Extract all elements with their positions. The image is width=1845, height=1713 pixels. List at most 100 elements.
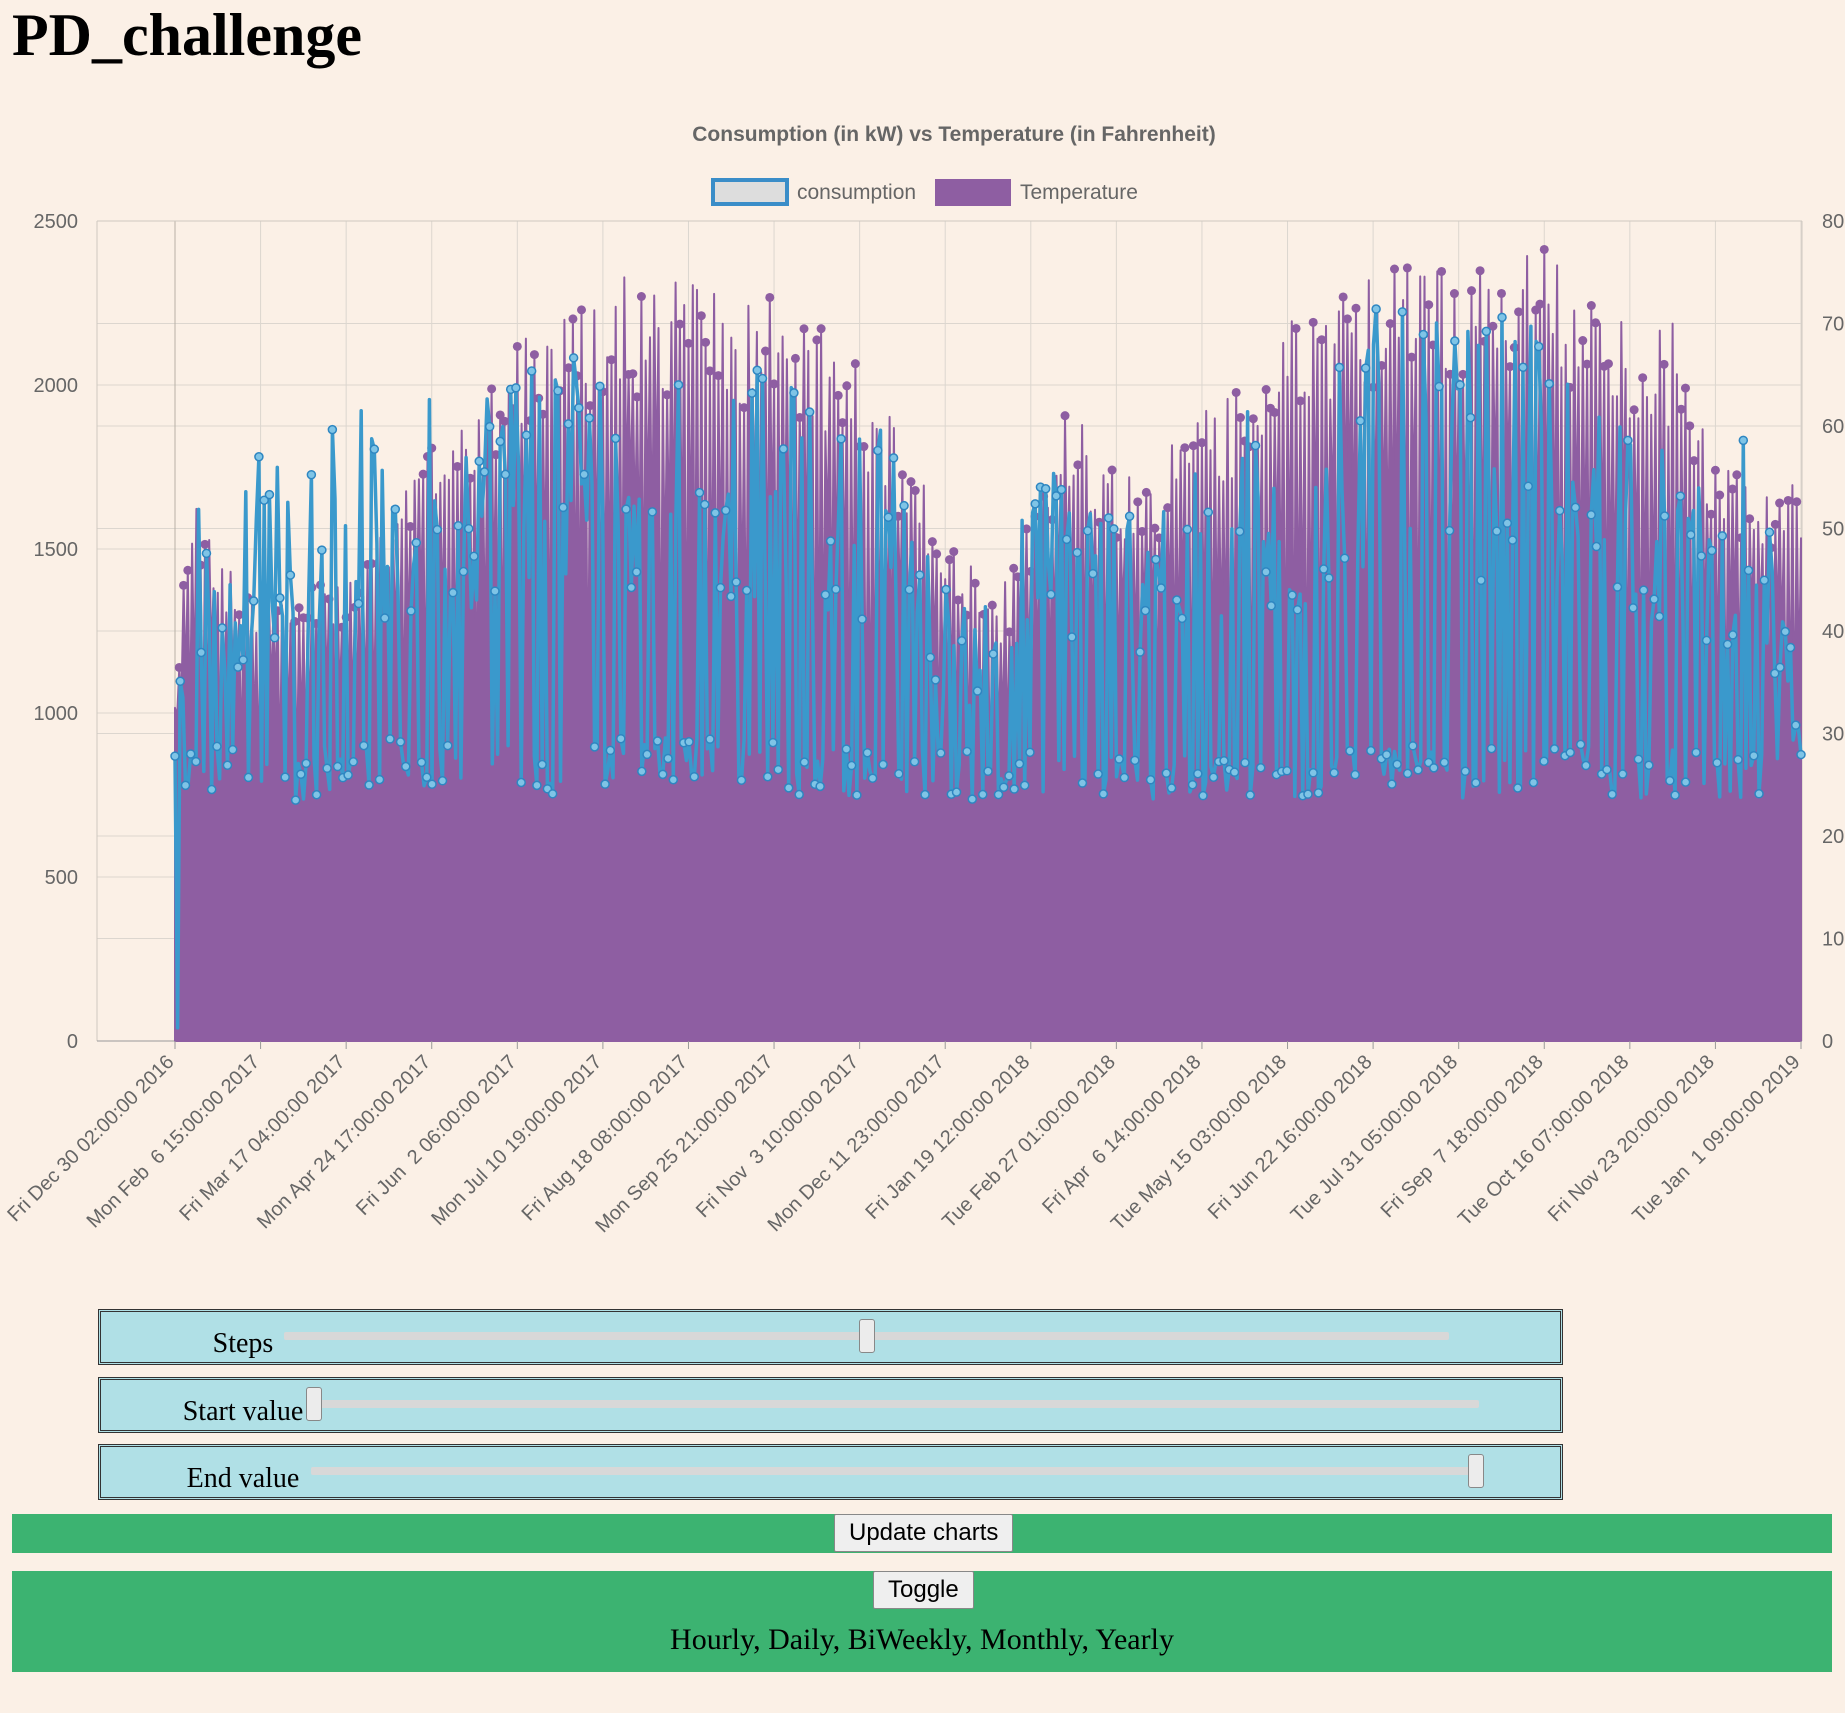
temperature-point (953, 595, 963, 605)
consumption-point (1444, 525, 1455, 536)
temperature-point (795, 413, 805, 423)
consumption-point (1151, 554, 1161, 565)
consumption-point (1796, 749, 1806, 760)
consumption-point (432, 524, 443, 535)
y-right-tick-label: 80 (1822, 211, 1844, 233)
consumption-point (427, 779, 437, 789)
consumption-point (616, 733, 626, 744)
consumption-point (511, 383, 521, 393)
consumption-point (595, 381, 605, 391)
consumption-point (1025, 747, 1035, 758)
consumption-point (1082, 526, 1093, 536)
consumption-point (836, 434, 846, 444)
consumption-point (1004, 771, 1014, 781)
consumption-point (1502, 518, 1513, 528)
legend-swatch-consumption[interactable] (711, 178, 789, 206)
consumption-point (705, 734, 715, 744)
temperature-point (662, 390, 672, 400)
y-left-tick-label: 2500 (34, 211, 79, 233)
consumption-point (1575, 739, 1586, 750)
temperature-point (1629, 405, 1639, 415)
temperature-point (1603, 359, 1613, 369)
temperature-point (1338, 292, 1348, 302)
consumption-point (442, 740, 453, 751)
consumption-point (1429, 763, 1439, 773)
start-slider-thumb[interactable] (306, 1387, 322, 1421)
consumption-point (1203, 507, 1214, 517)
temperature-point (568, 314, 578, 324)
temperature-point (174, 662, 184, 672)
x-tick-label: Fri Mar 17 04:00:00 2017 (175, 1051, 349, 1225)
consumption-point (610, 433, 621, 444)
temperature-point (1317, 335, 1327, 345)
consumption-point (579, 469, 589, 480)
temperature-point (1295, 396, 1305, 406)
consumption-point (1691, 747, 1701, 758)
consumption-point (532, 780, 542, 791)
consumption-point (941, 584, 951, 595)
start-slider-track[interactable] (314, 1400, 1479, 1408)
consumption-point (988, 649, 998, 659)
consumption-point (1628, 603, 1638, 613)
temperature-point (987, 600, 997, 610)
steps-slider-thumb[interactable] (858, 1319, 875, 1353)
start-value-label: Start value (182, 1396, 304, 1427)
update-charts-button[interactable]: Update charts (834, 1514, 1014, 1552)
consumption-point (500, 469, 511, 480)
x-tick-label: Mon Feb 6 15:00:00 2017 (83, 1051, 264, 1232)
consumption-point (1287, 590, 1297, 600)
start-slider-box: Start value (98, 1377, 1563, 1433)
update-bar: Update charts (12, 1514, 1832, 1553)
temperature-point (1308, 317, 1318, 327)
legend-swatch-temperature[interactable] (935, 179, 1011, 206)
consumption-point (720, 505, 731, 516)
consumption-point (521, 430, 532, 440)
consumption-point (736, 775, 747, 785)
consumption-point (1434, 381, 1444, 392)
consumption-point (353, 598, 364, 609)
consumption-point (1528, 777, 1539, 788)
end-slider-track[interactable] (311, 1467, 1476, 1475)
consumption-point (689, 771, 700, 782)
temperature-point (949, 547, 959, 557)
consumption-point (1250, 440, 1261, 451)
temperature-point (1009, 563, 1019, 573)
consumption-point (783, 783, 794, 793)
consumption-point (1696, 551, 1707, 561)
consumption-point (1350, 769, 1360, 780)
consumption-point (1602, 764, 1612, 775)
consumption-point (1261, 567, 1271, 577)
consumption-point (962, 746, 972, 757)
consumption-point (1565, 747, 1575, 758)
consumption-point (196, 647, 206, 658)
consumption-point (1046, 589, 1056, 600)
toggle-button[interactable]: Toggle (873, 1571, 974, 1609)
consumption-point (1339, 553, 1350, 563)
consumption-point (422, 772, 432, 783)
end-slider-thumb[interactable] (1468, 1454, 1484, 1488)
granularity-options: Hourly, Daily, BiWeekly, Monthly, Yearly (670, 1623, 1174, 1656)
consumption-point (1413, 765, 1423, 775)
consumption-point (867, 773, 878, 783)
legend-label-temperature[interactable]: Temperature (1020, 181, 1138, 204)
consumption-point (469, 551, 479, 562)
temperature-point (1235, 413, 1245, 423)
y-left-tick-label: 1500 (34, 539, 79, 561)
temperature-point (1141, 487, 1151, 497)
temperature-point (1402, 263, 1412, 273)
consumption-point (1654, 611, 1665, 622)
consumption-point (568, 353, 579, 363)
x-tick-label: Fri Apr 6 14:00:00 2018 (1038, 1051, 1205, 1218)
temperature-point (1680, 383, 1690, 393)
consumption-point (1402, 768, 1413, 779)
consumption-point (1345, 746, 1355, 756)
x-tick-label: Mon Sep 25 21:00:00 2017 (591, 1051, 777, 1237)
x-tick-label: Tue Jan 1 09:00:00 2019 (1628, 1051, 1804, 1227)
toggle-panel: Toggle Hourly, Daily, BiWeekly, Monthly,… (12, 1571, 1832, 1672)
y-left-tick-label: 1000 (34, 703, 79, 725)
temperature-point (696, 311, 706, 321)
legend-label-consumption[interactable]: consumption (797, 181, 916, 204)
consumption-point (563, 419, 574, 429)
consumption-point (584, 413, 595, 423)
consumption-point (1240, 757, 1250, 768)
